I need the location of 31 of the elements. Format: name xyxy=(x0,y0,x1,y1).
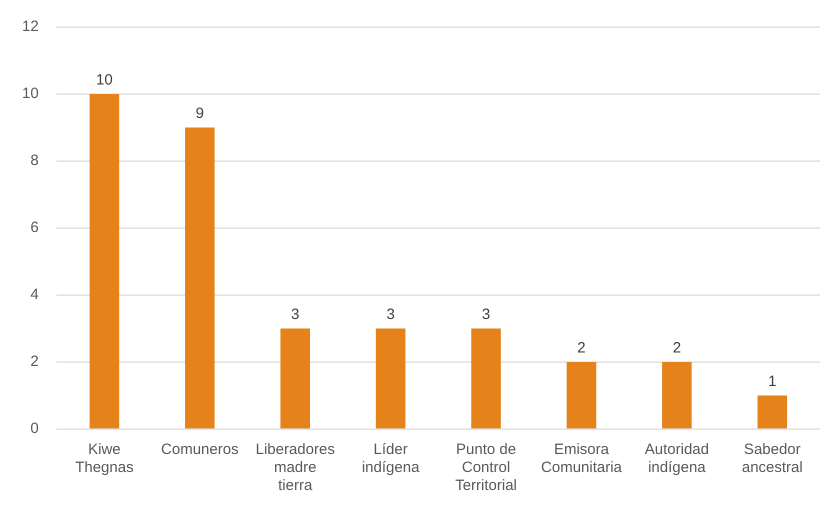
bar xyxy=(566,362,596,428)
bar xyxy=(280,328,310,428)
y-tick-label: 2 xyxy=(30,353,39,370)
y-tick-label: 10 xyxy=(22,85,39,102)
data-label: 9 xyxy=(196,105,204,122)
bar xyxy=(90,94,120,428)
data-label: 3 xyxy=(386,306,395,324)
data-label: 10 xyxy=(96,72,113,89)
x-tick-label: Líder indígena xyxy=(362,441,420,476)
x-tick-label: Liberadores madre tierra xyxy=(256,441,335,494)
x-tick-label: Sabedor ancestral xyxy=(742,441,803,476)
y-tick-label: 4 xyxy=(30,286,39,304)
y-tick-label: 6 xyxy=(30,219,39,236)
bar xyxy=(758,396,788,428)
bar xyxy=(376,328,406,428)
bar xyxy=(471,328,501,428)
data-label: 3 xyxy=(291,306,300,324)
x-tick-label: Comuneros xyxy=(161,441,239,458)
data-label: 2 xyxy=(672,340,682,357)
y-tick-label: 0 xyxy=(30,420,39,438)
data-label: 2 xyxy=(577,340,586,357)
x-tick-label: Emisora Comunitaria xyxy=(541,441,623,476)
y-tick-label: 8 xyxy=(30,152,39,170)
x-tick-label: Punto de Control Territorial xyxy=(455,441,517,494)
x-tick-label: Autoridad indígena xyxy=(644,441,709,476)
x-tick-label: Kiwe Thegnas xyxy=(75,441,134,476)
y-tick-label: 12 xyxy=(22,18,39,36)
data-label: 3 xyxy=(482,306,490,324)
data-label: 1 xyxy=(768,373,776,390)
bar xyxy=(662,362,692,428)
bar xyxy=(185,128,215,428)
